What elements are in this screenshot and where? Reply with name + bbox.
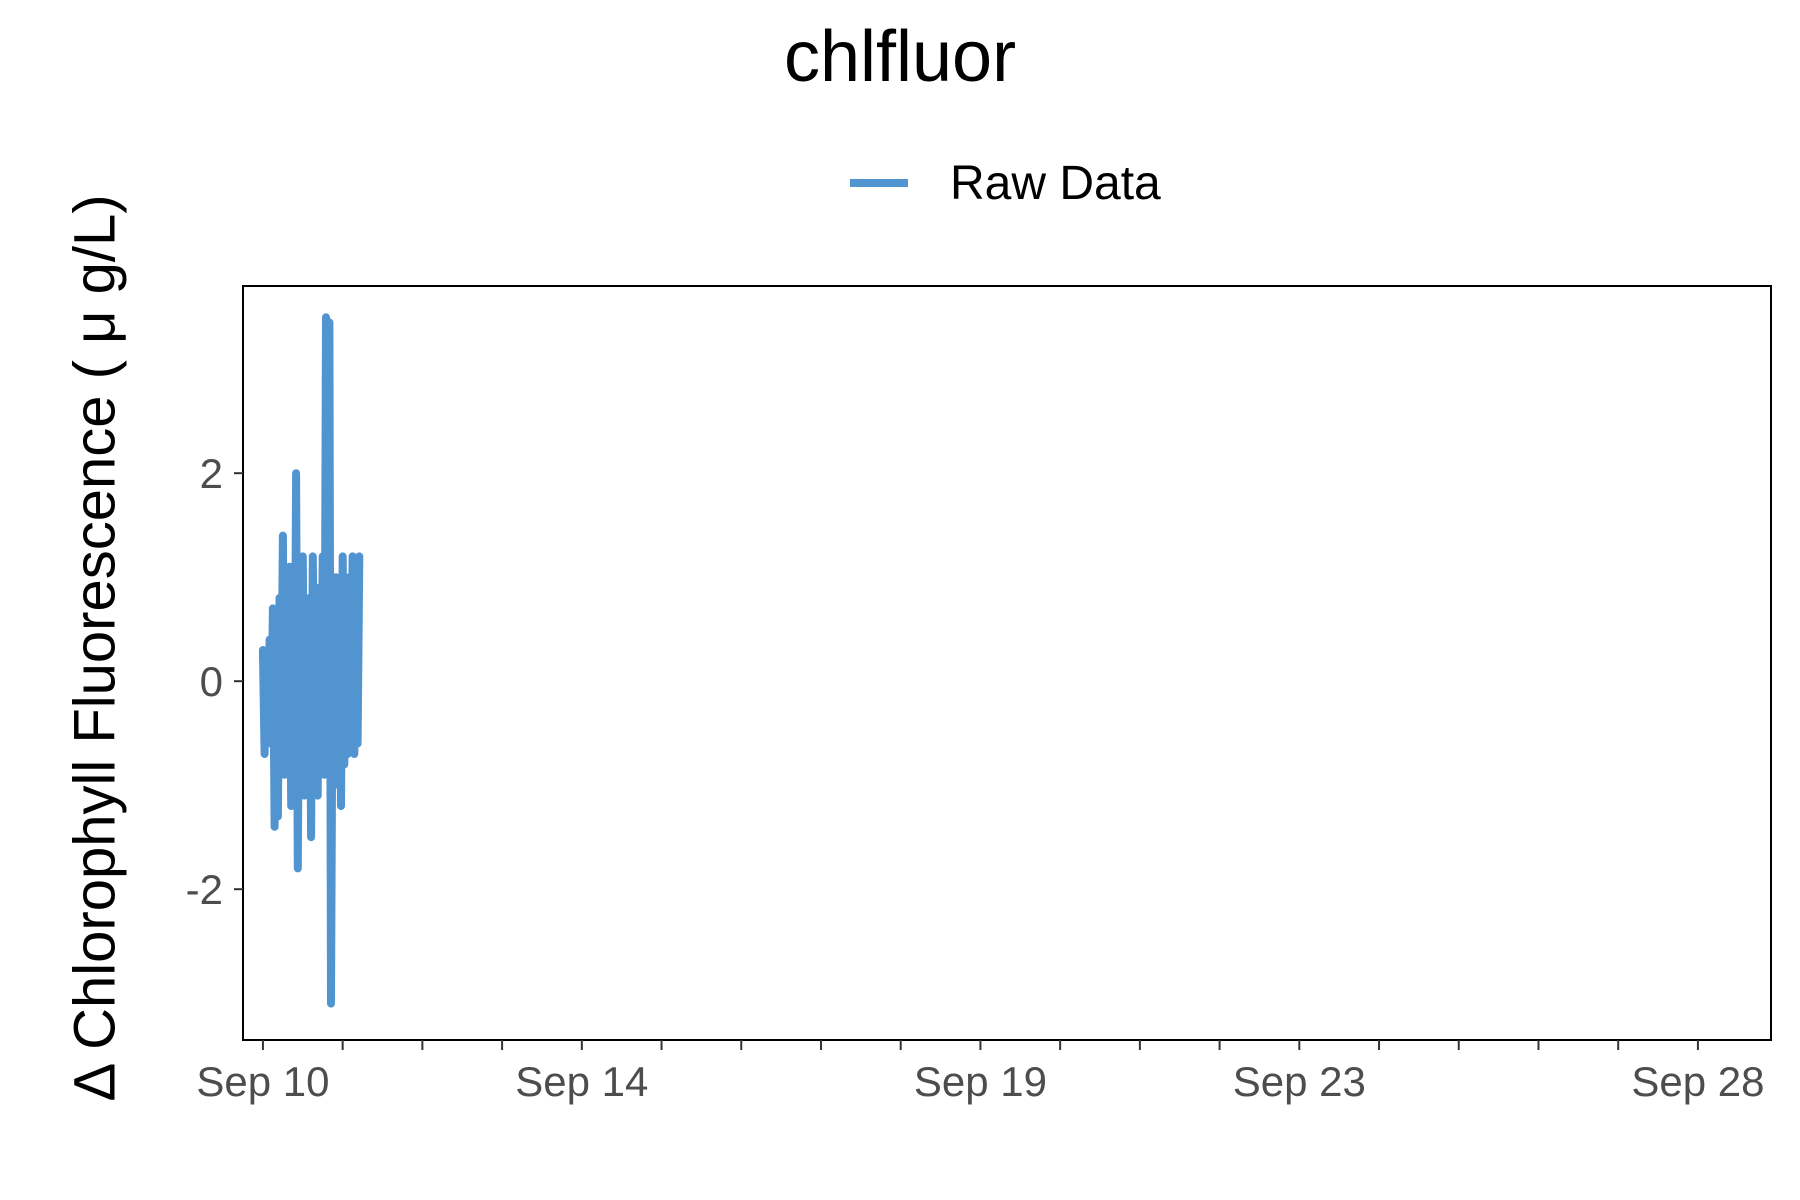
legend-label-raw-data: Raw Data — [950, 156, 1161, 210]
x-tick-label: Sep 14 — [515, 1058, 648, 1105]
y-tick-label: 2 — [200, 450, 223, 497]
legend: Raw Data — [850, 150, 1161, 216]
axis-layer: -2 0 2 Sep 10 Sep 14 Sep 19 Sep 23 Sep 28 — [186, 450, 1765, 1105]
y-tick-label: -2 — [186, 866, 223, 913]
x-tick-label: Sep 10 — [196, 1058, 329, 1105]
series-line-1 — [258, 313, 364, 1008]
series-layer — [258, 313, 364, 1008]
plot-panel-border — [242, 285, 1772, 1041]
x-tick-label: Sep 19 — [914, 1058, 1047, 1105]
y-tick-label: 0 — [200, 658, 223, 705]
legend-swatch-raw-data — [850, 179, 908, 187]
chart-title: chlfluor — [783, 17, 1017, 97]
x-tick-label: Sep 23 — [1233, 1058, 1366, 1105]
x-tick-label: Sep 28 — [1631, 1058, 1764, 1105]
